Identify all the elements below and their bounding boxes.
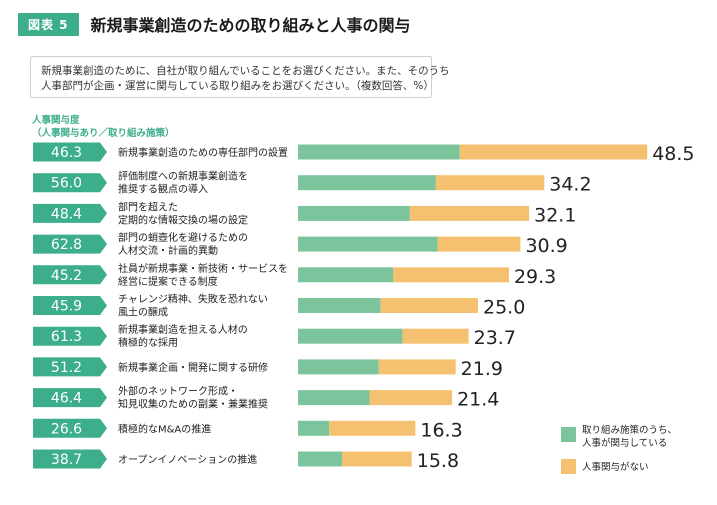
bar-hr-not-involved [329,420,416,436]
bar-hr-not-involved [409,205,530,221]
category-label: 社員が新規事業・新技術・サービスを [118,262,288,275]
figure-title: 新規事業創造のための取り組みと人事の関与 [90,16,411,35]
total-value-label: 30.9 [525,235,567,257]
total-value-label: 25.0 [483,297,525,319]
question-box: 新規事業創造のために、自社が取り組んでいることをお選びください。また、そのうち … [30,56,450,98]
total-value-label: 16.3 [420,419,462,441]
bar-hr-involved [298,420,330,436]
category-label: 風土の醸成 [118,306,168,319]
category-label: オープンイノベーションの推進 [118,453,257,466]
involvement-badge [33,449,107,469]
bar-hr-not-involved [342,451,412,467]
involvement-rate-label: 26.6 [51,421,82,437]
involvement-rate-label: 46.4 [51,391,82,407]
total-value-label: 15.8 [417,450,459,472]
bar-hr-not-involved [402,328,469,344]
involvement-rate-label: 61.3 [51,329,82,345]
legend-swatch-not-involved [561,459,576,474]
involvement-rate-label: 46.3 [51,145,82,161]
category-label: 積極的な採用 [118,336,178,349]
involvement-badge [33,142,107,162]
involvement-rate-label: 48.4 [51,206,82,222]
category-label: 外部のネットワーク形成・ [118,385,238,398]
involvement-rate-label: 45.2 [51,268,82,284]
involvement-badge [33,357,107,377]
category-label: 経営に提案できる制度 [118,275,218,288]
figure-header: 図表 5 新規事業創造のための取り組みと人事の関与 [18,12,411,36]
total-value-label: 48.5 [652,143,694,165]
involvement-badge [33,265,107,285]
bar-hr-involved [298,205,410,221]
involvement-rate-label: 56.0 [51,176,82,192]
legend-label-involved: 人事が関与している [582,437,667,449]
involvement-badge [33,388,107,408]
axis-note-line-1: 人事関与度 [32,115,80,126]
category-label: チャレンジ精神、失敗を恐れない [118,293,268,306]
bar-hr-not-involved [380,298,478,313]
bar-hr-involved [298,298,381,313]
bar-hr-not-involved [459,144,648,160]
legend-label-involved: 取り組み施策のうち、 [582,424,677,436]
total-value-label: 32.1 [534,204,576,226]
category-label: 知見収集のための副業・兼業推奨 [118,398,268,411]
category-label: 定期的な情報交換の場の設定 [118,213,248,226]
involvement-badge [33,173,107,193]
total-value-label: 21.9 [461,358,503,380]
category-label: 人材交流・計画的異動 [118,244,218,257]
involvement-rate-label: 51.2 [51,360,82,376]
category-label: 部門を超えた [118,200,178,213]
bar-hr-not-involved [369,390,453,406]
total-value-label: 29.3 [514,266,556,288]
involvement-badge [33,326,107,346]
bar-hr-involved [298,267,394,283]
bar-hr-not-involved [437,236,521,252]
category-label: 新規事業企画・開発に関する研修 [118,361,268,374]
category-label: 積極的なM&Aの推進 [118,422,211,435]
total-value-label: 34.2 [549,174,591,196]
question-line-2: 人事部門が企画・運営に関与している取り組みをお選びください。（複数回答、%） [41,80,434,92]
involvement-badge [33,418,107,438]
category-label: 評価制度への新規事業創造を [118,170,248,183]
bar-hr-involved [298,451,343,467]
axis-note-line-2: （人事関与あり／取り組み施策） [32,128,175,139]
bar-hr-involved [298,328,403,344]
total-value-label: 21.4 [457,389,499,411]
bar-hr-involved [298,175,436,191]
involvement-rate-label: 62.8 [51,237,82,253]
bar-hr-involved [298,144,460,160]
bar-hr-involved [298,236,438,252]
category-label: 推奨する観点の導入 [118,183,208,196]
category-label: 新規事業創造を担える人材の [118,323,248,336]
legend-swatch-involved [561,427,576,442]
total-value-label: 23.7 [474,327,516,349]
bar-hr-not-involved [393,267,509,283]
involvement-badge [33,203,107,223]
bar-hr-not-involved [435,175,545,191]
bar-hr-involved [298,390,370,406]
involvement-badge [33,234,107,254]
bar-hr-not-involved [378,359,456,375]
involvement-rate-label: 45.9 [51,299,82,315]
category-label: 新規事業創造のための専任部門の設置 [118,146,288,159]
legend-label-not-involved: 人事関与がない [582,461,649,473]
category-label: 部門の蛸壺化を避けるための [118,231,248,244]
question-line-1: 新規事業創造のために、自社が取り組んでいることをお選びください。また、そのうち [41,65,450,77]
involvement-rate-label: 38.7 [51,452,82,468]
bar-hr-involved [298,359,379,375]
involvement-badge [33,296,107,315]
figure-number-badge: 図表 5 [18,12,79,36]
